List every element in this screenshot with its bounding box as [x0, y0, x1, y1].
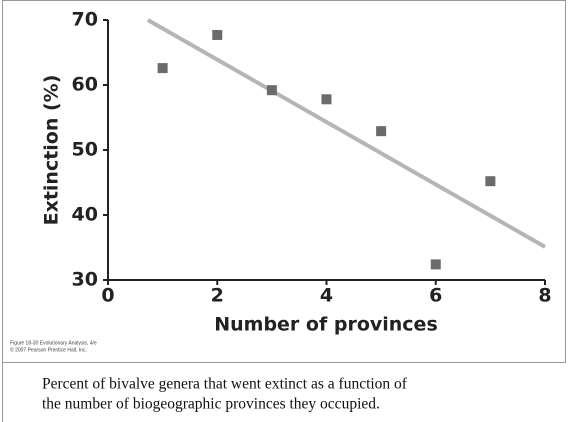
- credit: © 2007 Pearson Prentice Hall, Inc.: [10, 346, 87, 353]
- point: [321, 94, 332, 105]
- frame: [2, 0, 566, 363]
- y-tick-label: 30: [72, 269, 98, 291]
- x-tick-label: 8: [538, 285, 551, 307]
- caption: the number of biogeographic provinces th…: [42, 396, 380, 413]
- trend-line: [146, 18, 546, 249]
- y-axis-label: Extinction (%): [41, 75, 63, 226]
- y-tick-label: 50: [72, 139, 98, 161]
- point: [485, 176, 496, 187]
- x-tick-label: 6: [429, 285, 442, 307]
- credit: Figure 18-30 Evolutionary Analysis, 4/e: [10, 340, 97, 346]
- caption: Percent of bivalve genera that went exti…: [42, 376, 408, 393]
- point: [212, 29, 223, 40]
- point: [157, 63, 168, 74]
- point: [376, 126, 387, 137]
- x-tick-label: 4: [320, 285, 333, 307]
- point: [266, 85, 277, 96]
- x-tick-label: 2: [211, 285, 224, 307]
- y-tick-label: 70: [72, 9, 98, 31]
- y-tick-label: 40: [72, 204, 98, 226]
- y-tick-label: 60: [72, 74, 98, 96]
- x-axis-label: Number of provinces: [214, 314, 438, 336]
- point: [430, 259, 441, 270]
- x-tick-label: 0: [101, 285, 114, 307]
